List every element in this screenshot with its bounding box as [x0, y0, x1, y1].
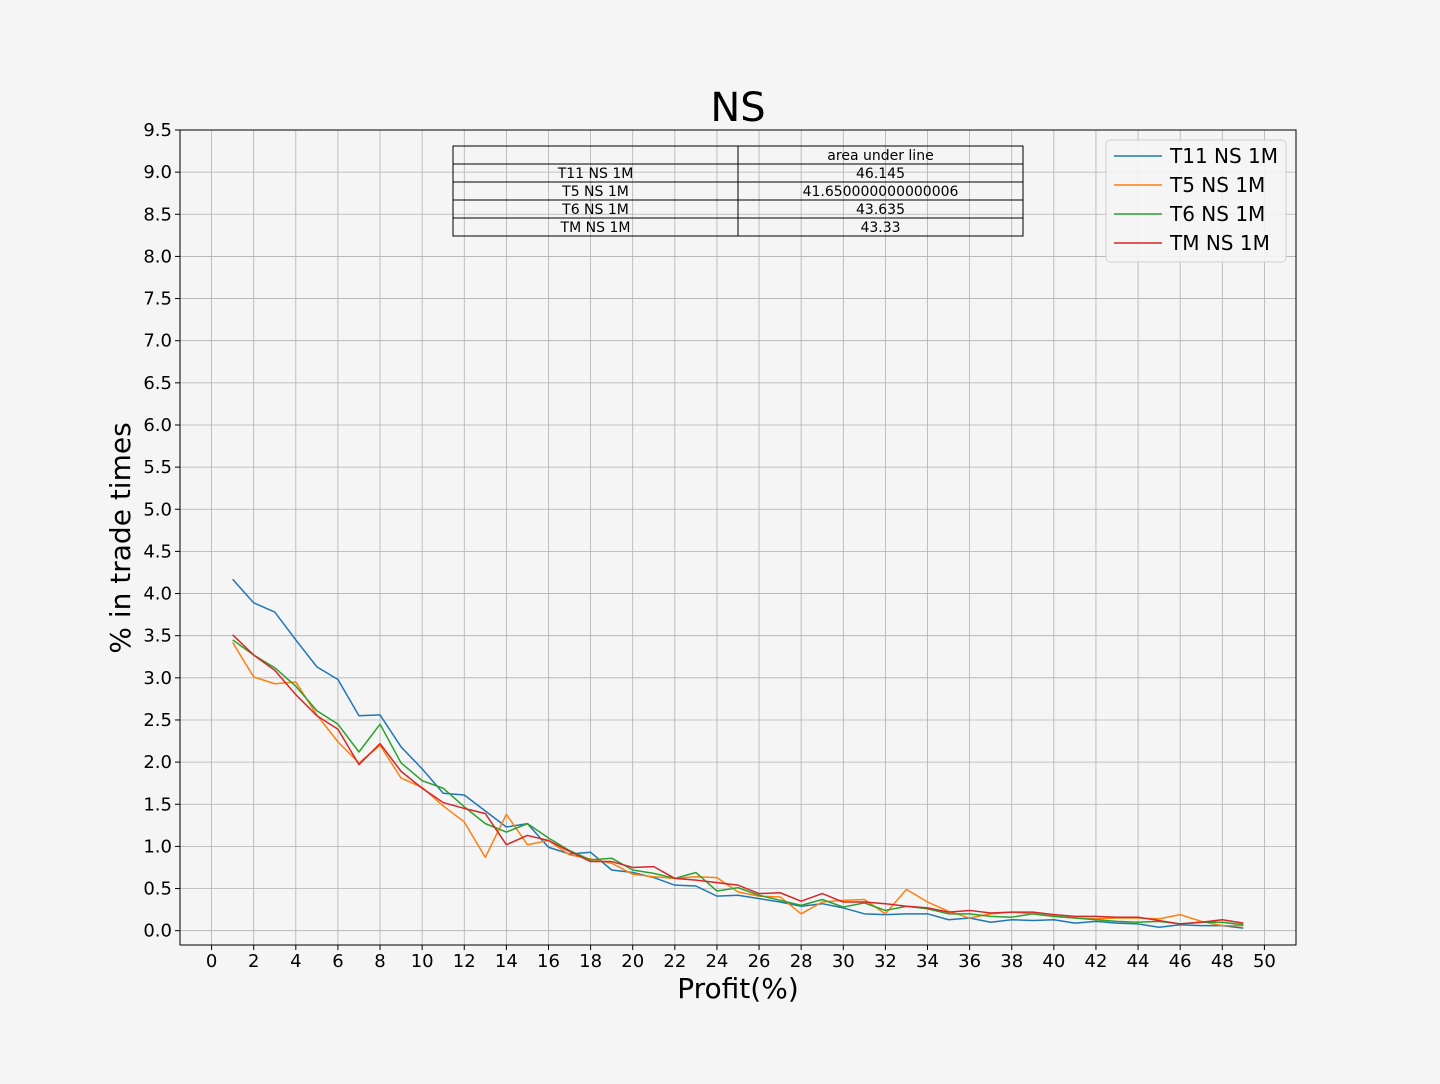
x-tick-label: 6 [332, 951, 343, 972]
legend: T11 NS 1M T5 NS 1M T6 NS 1M TM NS 1M [1105, 139, 1287, 263]
y-tick-label: 5.0 [143, 499, 172, 520]
x-tick-label: 48 [1211, 951, 1234, 972]
x-tick-label: 40 [1042, 951, 1065, 972]
x-tick-label: 50 [1253, 951, 1276, 972]
y-tick-label: 2.5 [143, 710, 172, 731]
x-tick-label: 32 [874, 951, 897, 972]
table-row-label: TM NS 1M [560, 220, 631, 236]
legend-label: TM NS 1M [1169, 231, 1270, 255]
x-tick-label: 38 [1000, 951, 1023, 972]
x-tick-label: 20 [621, 951, 644, 972]
series-lines [231, 578, 1244, 929]
series-line-tm-ns-1m [232, 634, 1244, 925]
table-row-label: T5 NS 1M [561, 184, 629, 200]
table-column-header: area under line [827, 148, 933, 164]
x-tick-label: 36 [958, 951, 981, 972]
y-axis: 0.0 0.5 1.0 1.5 2.0 2.5 3.0 3.5 4.0 4.5 5.0 5.5 6.0 6… [143, 120, 180, 942]
y-tick-label: 9.0 [143, 162, 172, 183]
x-tick-label: 4 [290, 951, 301, 972]
y-tick-label: 0.0 [143, 921, 172, 942]
x-tick-label: 24 [705, 951, 728, 972]
plot-frame [179, 129, 1297, 946]
y-tick-label: 4.5 [143, 541, 172, 562]
x-tick-label: 0 [206, 951, 217, 972]
x-tick-label: 42 [1085, 951, 1108, 972]
x-tick-label: 26 [748, 951, 771, 972]
table-value: 41.650000000000006 [803, 184, 959, 200]
y-tick-label: 6.5 [143, 373, 172, 394]
y-tick-label: 3.5 [143, 626, 172, 647]
x-axis-label: Profit(%) [677, 972, 799, 1005]
y-axis-label: % in trade times [104, 422, 137, 653]
y-tick-label: 6.0 [143, 415, 172, 436]
legend-label: T5 NS 1M [1169, 173, 1265, 197]
table-row-label: T11 NS 1M [557, 166, 634, 182]
x-tick-label: 28 [790, 951, 813, 972]
y-tick-label: 9.5 [143, 120, 172, 141]
table-cell [737, 217, 1024, 237]
chart-title: NS [710, 85, 765, 131]
x-tick-label: 16 [537, 951, 560, 972]
x-axis: 0 2 4 6 8 10 12 14 16 18 20 22 24 26 28 30 32 34 36 38 40 42 4… [206, 945, 1276, 972]
series-line-t6-ns-1m [232, 639, 1244, 926]
x-tick-label: 34 [916, 951, 939, 972]
series-line-t11-ns-1m [232, 578, 1244, 929]
y-tick-label: 8.5 [143, 204, 172, 225]
y-tick-label: 7.0 [143, 331, 172, 352]
y-tick-label: 4.0 [143, 584, 172, 605]
y-tick-label: 3.0 [143, 668, 172, 689]
x-tick-label: 14 [495, 951, 518, 972]
plot-area [180, 130, 1296, 945]
x-tick-label: 30 [832, 951, 855, 972]
x-tick-label: 8 [374, 951, 385, 972]
y-tick-label: 7.5 [143, 289, 172, 310]
area-table: area under line T11 NS 1M 46.145 T5 NS 1M 41… [452, 145, 1024, 237]
x-tick-label: 22 [663, 951, 686, 972]
table-row-label: T6 NS 1M [561, 202, 629, 218]
legend-box [1105, 139, 1287, 263]
table-value: 43.635 [856, 202, 905, 218]
table-value: 43.33 [860, 220, 900, 236]
x-tick-label: 12 [453, 951, 476, 972]
y-tick-label: 8.0 [143, 246, 172, 267]
y-tick-label: 1.0 [143, 836, 172, 857]
legend-label: T6 NS 1M [1169, 202, 1265, 226]
x-tick-label: 2 [248, 951, 259, 972]
y-tick-label: 1.5 [143, 794, 172, 815]
legend-label: T11 NS 1M [1169, 144, 1278, 168]
x-tick-label: 44 [1127, 951, 1150, 972]
table-value: 46.145 [856, 166, 905, 182]
x-tick-label: 18 [579, 951, 602, 972]
x-tick-label: 10 [411, 951, 434, 972]
y-tick-label: 5.5 [143, 457, 172, 478]
y-tick-label: 0.5 [143, 879, 172, 900]
x-tick-label: 46 [1169, 951, 1192, 972]
y-tick-label: 2.0 [143, 752, 172, 773]
